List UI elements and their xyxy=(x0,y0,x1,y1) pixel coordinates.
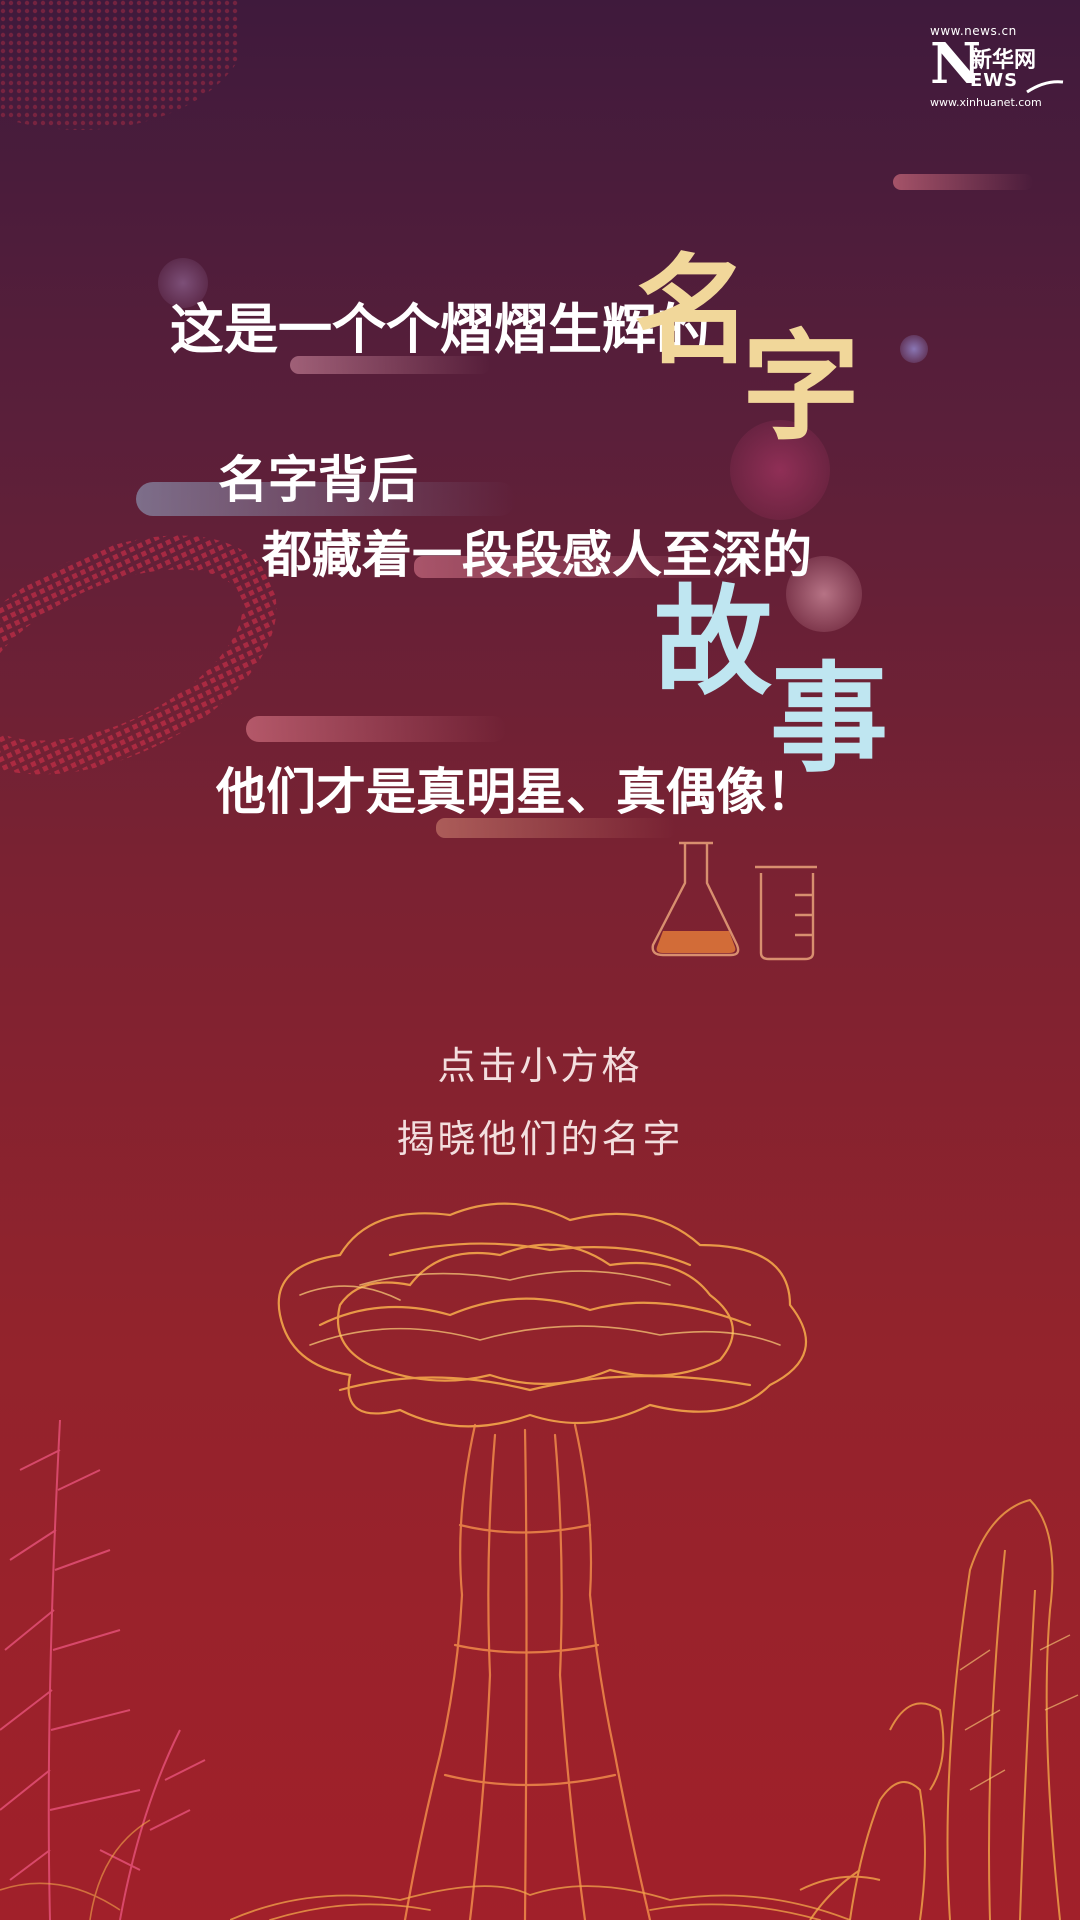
fern-plant-sketch xyxy=(0,1419,206,1920)
title-char-gu: 故 xyxy=(654,573,773,711)
dotted-orb-top-decoration xyxy=(0,0,240,130)
title-char-shi: 事 xyxy=(770,650,889,788)
light-streak xyxy=(436,818,676,838)
title-char-zi: 字 xyxy=(742,318,861,456)
logo-name: 新华网 xyxy=(970,48,1037,73)
bokeh-orb xyxy=(900,335,928,363)
headline-line-2: 名字背后 xyxy=(218,451,418,509)
logo-letters: EWS xyxy=(970,70,1019,91)
logo-letter-n: N xyxy=(930,31,982,97)
light-streak xyxy=(290,356,490,374)
xinhua-logo[interactable]: www.news.cn N 新华网 EWS www.xinhuanet.com xyxy=(930,22,1064,112)
title-char-ming: 名 xyxy=(634,242,753,380)
hint-line-2: 揭晓他们的名字 xyxy=(396,1117,684,1161)
bokeh-orb xyxy=(786,556,862,632)
headline-line-3: 都藏着一段段感人至深的 xyxy=(262,526,812,584)
mushroom-cloud-sketch xyxy=(230,1202,850,1920)
tree-grass-sketch xyxy=(799,1498,1079,1920)
headline-line-1: 这是一个个熠熠生辉的 xyxy=(170,298,710,361)
logo-swoosh-icon xyxy=(1026,80,1064,94)
light-streak xyxy=(414,556,744,578)
bokeh-orb xyxy=(730,420,830,520)
light-streak xyxy=(136,482,516,516)
logo-url-bottom: www.xinhuanet.com xyxy=(930,96,1042,109)
bokeh-orb xyxy=(158,258,208,308)
headline-line-4: 他们才是真明星、真偶像！ xyxy=(216,763,816,821)
light-streak xyxy=(246,716,506,742)
logo-url-top: www.news.cn xyxy=(930,24,1017,38)
dotted-ring-decoration xyxy=(0,535,277,775)
flask-beaker-sketch xyxy=(651,841,817,961)
hint-line-1: 点击小方格 xyxy=(437,1044,643,1088)
light-streak xyxy=(893,174,1033,190)
